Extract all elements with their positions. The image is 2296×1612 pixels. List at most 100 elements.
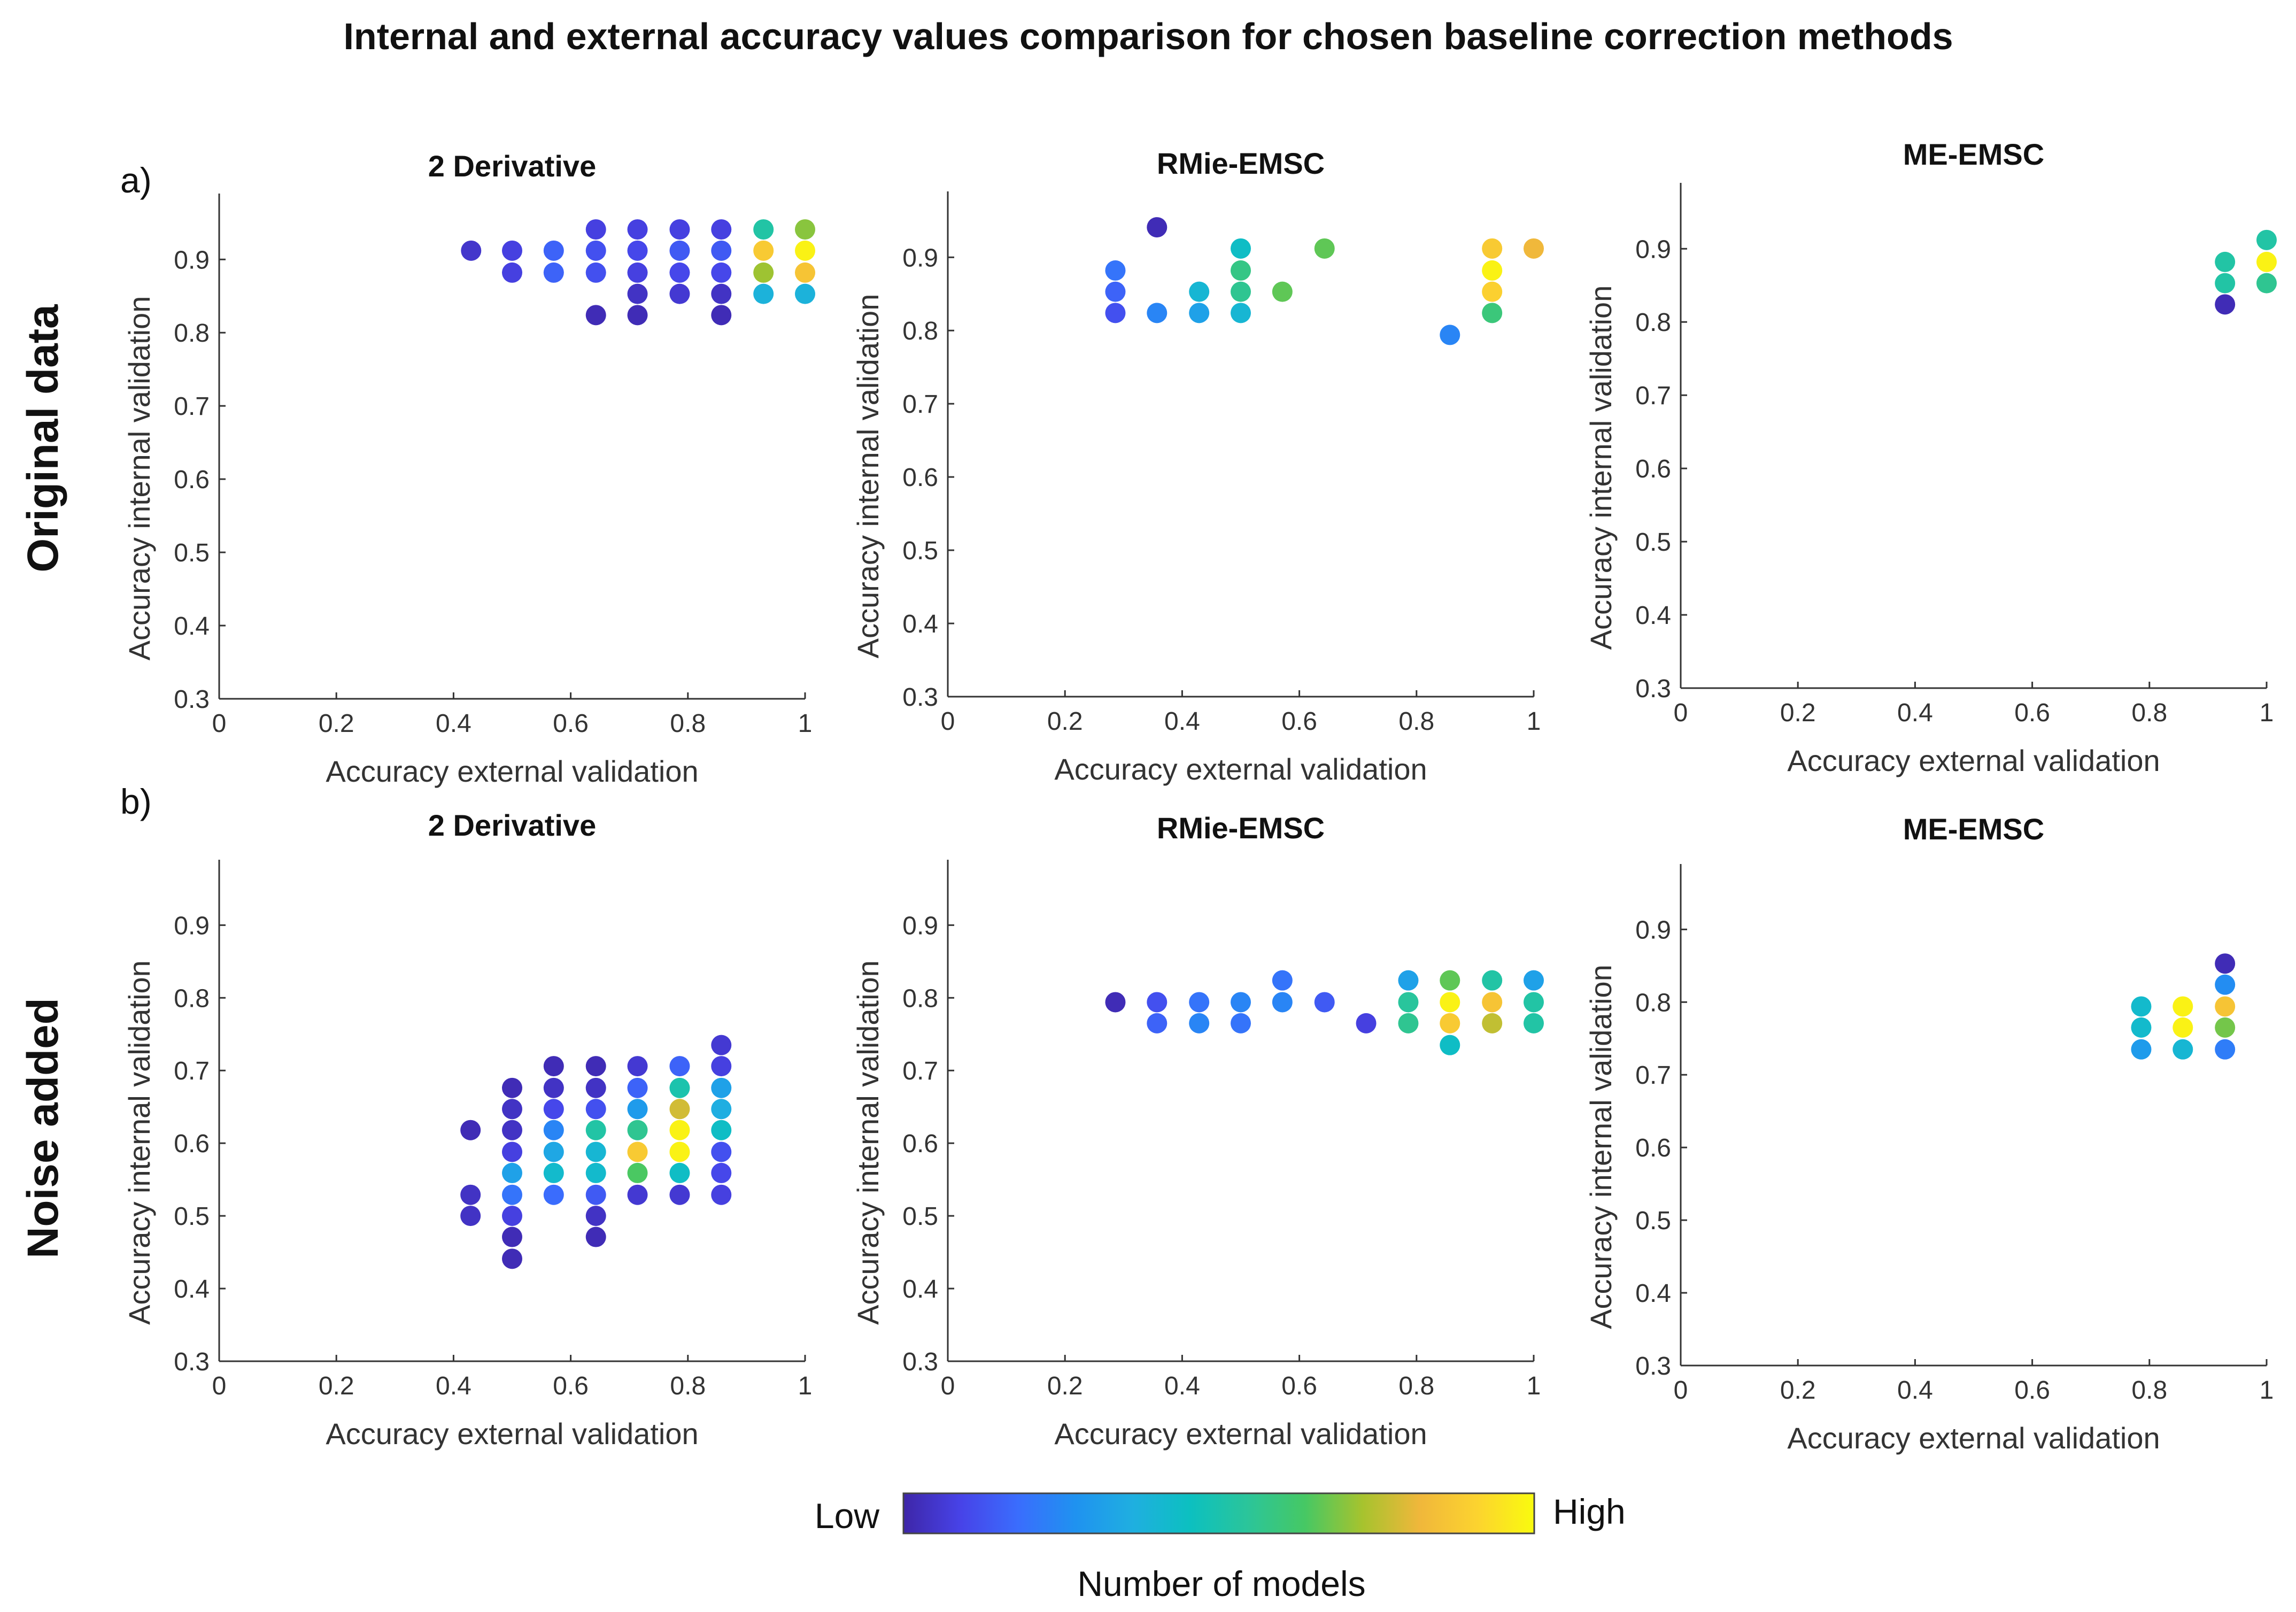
y-axis-label: Accuracy internal validation xyxy=(1584,965,1618,1329)
scatter-point xyxy=(1105,281,1126,302)
scatter-point xyxy=(627,283,648,304)
y-tick-label: 0.3 xyxy=(174,1348,210,1376)
subplot-title: ME-EMSC xyxy=(1903,812,2044,846)
x-tick-label: 0.4 xyxy=(1897,699,1933,727)
subplot-3: 0 0.2 0.4 0.6 0.8 1 0.3 0.4 0.5 0.6 0.7 0.8 0.9 ME-EM… xyxy=(1584,137,2277,777)
scatter-point xyxy=(2256,251,2277,272)
subplot-title: ME-EMSC xyxy=(1903,137,2044,171)
x-tick-label: 0.8 xyxy=(1398,707,1434,736)
y-tick-label: 0.9 xyxy=(902,244,938,272)
y-tick-label: 0.9 xyxy=(902,912,938,940)
y-tick-label: 0.6 xyxy=(174,466,210,494)
scatter-point xyxy=(669,1162,690,1183)
y-axis-label: Accuracy internal validation xyxy=(122,960,156,1325)
scatter-point xyxy=(502,1162,522,1183)
scatter-point xyxy=(461,240,482,261)
scatter-point xyxy=(585,1056,606,1077)
subplot-4: 0 0.2 0.4 0.6 0.8 1 0.3 0.4 0.5 0.6 0.7 0.8 0.9 2 Der… xyxy=(122,808,812,1451)
x-tick-label: 0.2 xyxy=(1780,699,1816,727)
x-tick-label: 0.6 xyxy=(553,1372,589,1400)
scatter-point xyxy=(1272,992,1293,1013)
scatter-point xyxy=(711,1056,732,1077)
y-tick-label: 0.8 xyxy=(1635,308,1671,337)
x-tick-label: 0.8 xyxy=(670,709,706,738)
y-tick-label: 0.7 xyxy=(174,1057,210,1085)
y-tick-label: 0.6 xyxy=(174,1130,210,1158)
scatter-point xyxy=(585,1077,606,1098)
y-tick-label: 0.5 xyxy=(174,1202,210,1231)
y-tick-label: 0.7 xyxy=(902,1057,938,1085)
scatter-point xyxy=(795,262,815,283)
scatter-point xyxy=(502,1120,522,1140)
x-tick-label: 1 xyxy=(2260,699,2274,727)
scatter-point xyxy=(2215,1039,2236,1060)
scatter-point xyxy=(2256,273,2277,294)
scatter-point xyxy=(543,1056,564,1077)
scatter-point xyxy=(2131,996,2152,1017)
scatter-point xyxy=(711,1141,732,1162)
scatter-point xyxy=(1231,992,1251,1013)
scatter-point xyxy=(543,1077,564,1098)
scatter-point xyxy=(543,1162,564,1183)
scatter-point xyxy=(753,219,774,240)
scatter-point xyxy=(585,262,606,283)
scatter-point xyxy=(1524,238,1544,259)
scatter-point xyxy=(1231,303,1251,323)
y-tick-label: 0.4 xyxy=(174,1275,210,1304)
scatter-point xyxy=(1482,1013,1503,1033)
scatter-point xyxy=(2215,294,2236,315)
x-tick-label: 0.4 xyxy=(1164,1372,1200,1400)
scatter-point xyxy=(1398,992,1419,1013)
scatter-point xyxy=(1440,325,1460,345)
scatter-point xyxy=(2215,974,2236,995)
y-tick-label: 0.3 xyxy=(902,683,938,712)
x-tick-label: 0.6 xyxy=(553,709,589,738)
scatter-point xyxy=(1147,303,1168,323)
y-axis-label: Accuracy internal validation xyxy=(1584,286,1618,650)
scatter-point xyxy=(543,262,564,283)
y-tick-label: 0.6 xyxy=(902,1130,938,1158)
scatter-point xyxy=(711,1184,732,1205)
scatter-point xyxy=(669,262,690,283)
x-tick-label: 1 xyxy=(798,1372,813,1400)
scatter-point xyxy=(753,262,774,283)
scatter-point xyxy=(1272,970,1293,991)
scatter-point xyxy=(669,1056,690,1077)
y-tick-label: 0.7 xyxy=(174,392,210,421)
x-tick-label: 0 xyxy=(1674,1376,1688,1405)
scatter-point xyxy=(1105,260,1126,281)
scatter-point xyxy=(711,219,732,240)
scatter-point xyxy=(585,1141,606,1162)
subplot-title: 2 Derivative xyxy=(428,808,596,842)
scatter-point xyxy=(543,1099,564,1120)
scatter-point xyxy=(1524,970,1544,991)
x-tick-label: 0.8 xyxy=(1398,1372,1434,1400)
scatter-point xyxy=(585,1206,606,1227)
scatter-point xyxy=(585,1184,606,1205)
scatter-point xyxy=(627,1162,648,1183)
scatter-point xyxy=(627,240,648,261)
subplot-2: 0 0.2 0.4 0.6 0.8 1 0.3 0.4 0.5 0.6 0.7 0.8 0.9 RMie-… xyxy=(851,146,1544,786)
scatter-point xyxy=(1524,1013,1544,1033)
figure-title: Internal and external accuracy values co… xyxy=(343,16,1953,57)
scatter-point xyxy=(795,240,815,261)
x-tick-label: 0 xyxy=(1674,699,1688,727)
scatter-point xyxy=(543,1120,564,1140)
scatter-point xyxy=(543,1141,564,1162)
subplot-6: 0 0.2 0.4 0.6 0.8 1 0.3 0.4 0.5 0.6 0.7 0.8 0.9 ME-EM… xyxy=(1584,812,2274,1455)
y-tick-label: 0.8 xyxy=(1635,989,1671,1017)
scatter-point xyxy=(711,305,732,326)
subplot-title: 2 Derivative xyxy=(428,149,596,183)
scatter-point xyxy=(1356,1013,1377,1033)
x-tick-label: 0.6 xyxy=(2014,699,2050,727)
scatter-point xyxy=(1398,970,1419,991)
y-tick-label: 0.9 xyxy=(1635,916,1671,944)
scatter-point xyxy=(1482,260,1503,281)
scatter-point xyxy=(627,262,648,283)
scatter-point xyxy=(1231,281,1251,302)
scatter-point xyxy=(1147,1013,1168,1033)
y-tick-label: 0.3 xyxy=(902,1348,938,1376)
scatter-point xyxy=(711,240,732,261)
scatter-point xyxy=(1231,238,1251,259)
y-tick-label: 0.5 xyxy=(1635,1207,1671,1235)
